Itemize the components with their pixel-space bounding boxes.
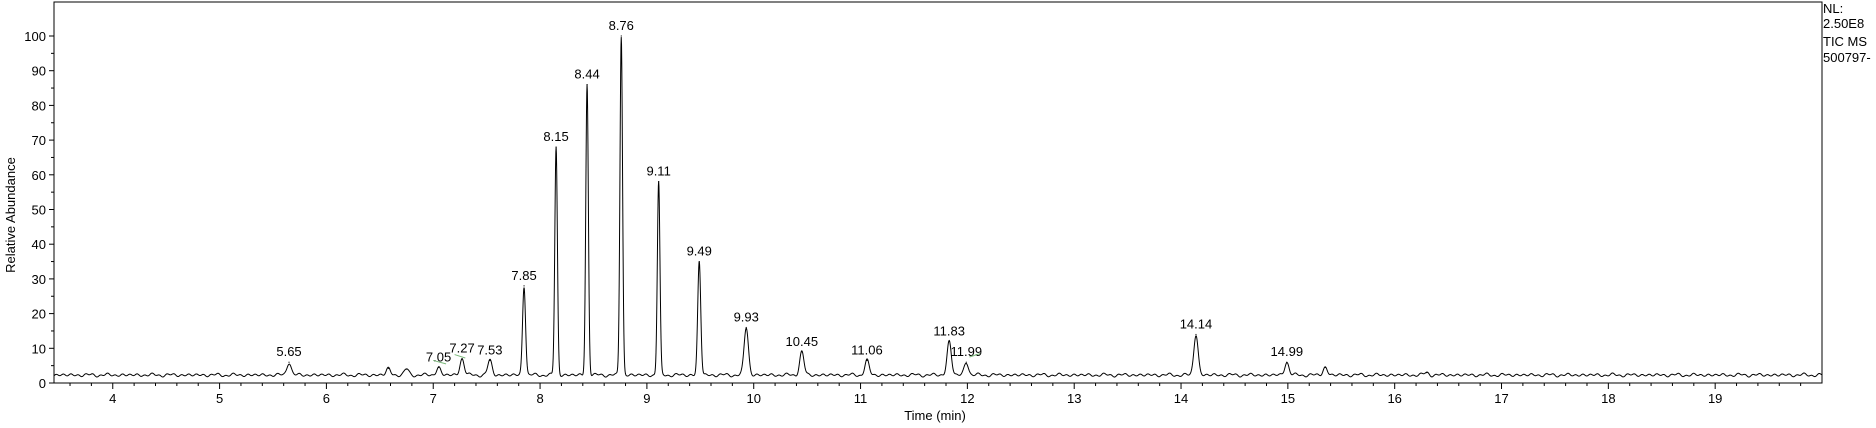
y-tick-label: 10 [32,341,46,356]
peak-apex-point [288,361,290,363]
peak-apex-point [1426,371,1428,374]
peak-label-leader [454,354,466,359]
x-axis-title: Time (min) [904,408,966,423]
y-tick-label: 50 [32,203,46,218]
x-tick-label: 19 [1708,391,1722,406]
x-tick-label: 10 [746,391,760,406]
nl-label: NL: [1823,1,1844,16]
peak-apex-point [965,361,967,363]
y-tick-label: 40 [32,237,46,252]
peak-label: 8.44 [574,67,599,82]
x-tick-label: 4 [109,391,116,406]
peak-apex-point [866,359,868,362]
peak-apex-point [1286,361,1288,363]
x-tick-label: 6 [323,391,330,406]
peak-label: 9.49 [687,244,712,259]
peak-apex-point [801,351,803,353]
y-tick-label: 0 [39,376,46,391]
peak-label-leader [433,359,447,365]
peak-label: 10.45 [786,334,819,349]
peak-label: 14.99 [1271,344,1304,359]
peak-apex-point [437,366,440,368]
x-tick-label: 13 [1067,391,1081,406]
y-tick-label: 90 [32,64,46,79]
x-tick-label: 11 [854,391,868,406]
peak-apex-point [745,326,747,329]
x-tick-label: 16 [1387,391,1401,406]
peak-apex-point [586,83,588,86]
peak-apex-point [461,358,463,360]
peak-label: 9.11 [646,164,670,179]
peak-label: 8.76 [609,18,634,33]
peak-label: 8.15 [543,129,568,144]
peak-apex-point [489,359,491,362]
y-tick-label: 100 [24,29,46,44]
x-tick-label: 14 [1174,391,1188,406]
peak-apex-point [405,368,408,370]
peak-label: 7.05 [426,349,451,364]
peak-apex-point [1324,366,1326,368]
x-tick-label: 8 [536,391,543,406]
y-axis-title: Relative Abundance [3,157,18,273]
peak-label: 5.65 [276,344,301,359]
peak-label: 7.85 [511,268,536,283]
peak-apex-point [1195,333,1197,336]
x-tick-label: 18 [1601,391,1615,406]
peak-apex-point [698,260,700,263]
x-tick-label: 12 [960,391,974,406]
x-tick-label: 15 [1281,391,1295,406]
y-tick-label: 80 [32,98,46,113]
x-tick-label: 7 [430,391,437,406]
peak-label: 14.14 [1180,316,1213,331]
peak-apex-point [387,367,389,370]
peak-apex-point [948,340,950,342]
peak-label: 9.93 [734,309,759,324]
peak-apex-point [555,146,557,148]
y-tick-label: 20 [32,307,46,322]
peak-label: 11.06 [851,342,883,357]
nl-value: 2.50E8 [1823,16,1865,31]
trace-type-label: TIC MS [1823,34,1868,49]
peak-label-leader [969,353,981,358]
y-tick-label: 70 [32,133,46,148]
x-tick-label: 9 [643,391,650,406]
y-tick-label: 60 [32,168,46,183]
peak-label: 11.99 [951,344,983,359]
peak-apex-point [658,181,660,183]
sample-id-label: 500797- [1823,50,1871,65]
peak-label: 7.27 [449,341,474,356]
peak-apex-point [620,35,622,37]
peak-label: 11.83 [933,323,965,338]
x-tick-label: 5 [216,391,223,406]
peak-label: 7.53 [477,342,502,357]
y-tick-label: 30 [32,272,46,287]
x-tick-label: 17 [1494,391,1508,406]
peak-apex-point [523,285,525,287]
chromatogram-trace [53,37,1823,378]
